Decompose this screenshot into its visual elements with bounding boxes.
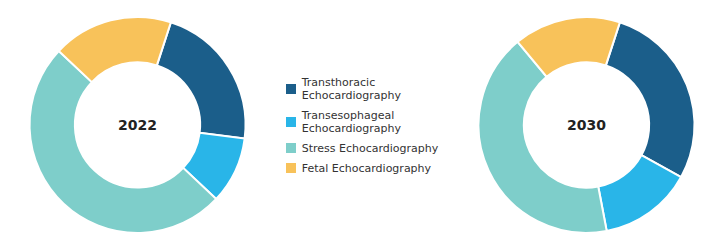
svg-text:2030: 2030 bbox=[567, 117, 606, 133]
html-text:Fetal Echocardiography: Fetal Echocardiography bbox=[301, 161, 432, 175]
html-text:Transthoracic Echocardiography: Transthoracic Echocardiography bbox=[301, 75, 401, 102]
html-text:Stress Echocardiography: Stress Echocardiography bbox=[301, 141, 439, 155]
html-text:Transesophageal Echocardiograp: Transesophageal Echocardiography bbox=[301, 108, 401, 135]
svg-text:2022: 2022 bbox=[118, 117, 157, 133]
